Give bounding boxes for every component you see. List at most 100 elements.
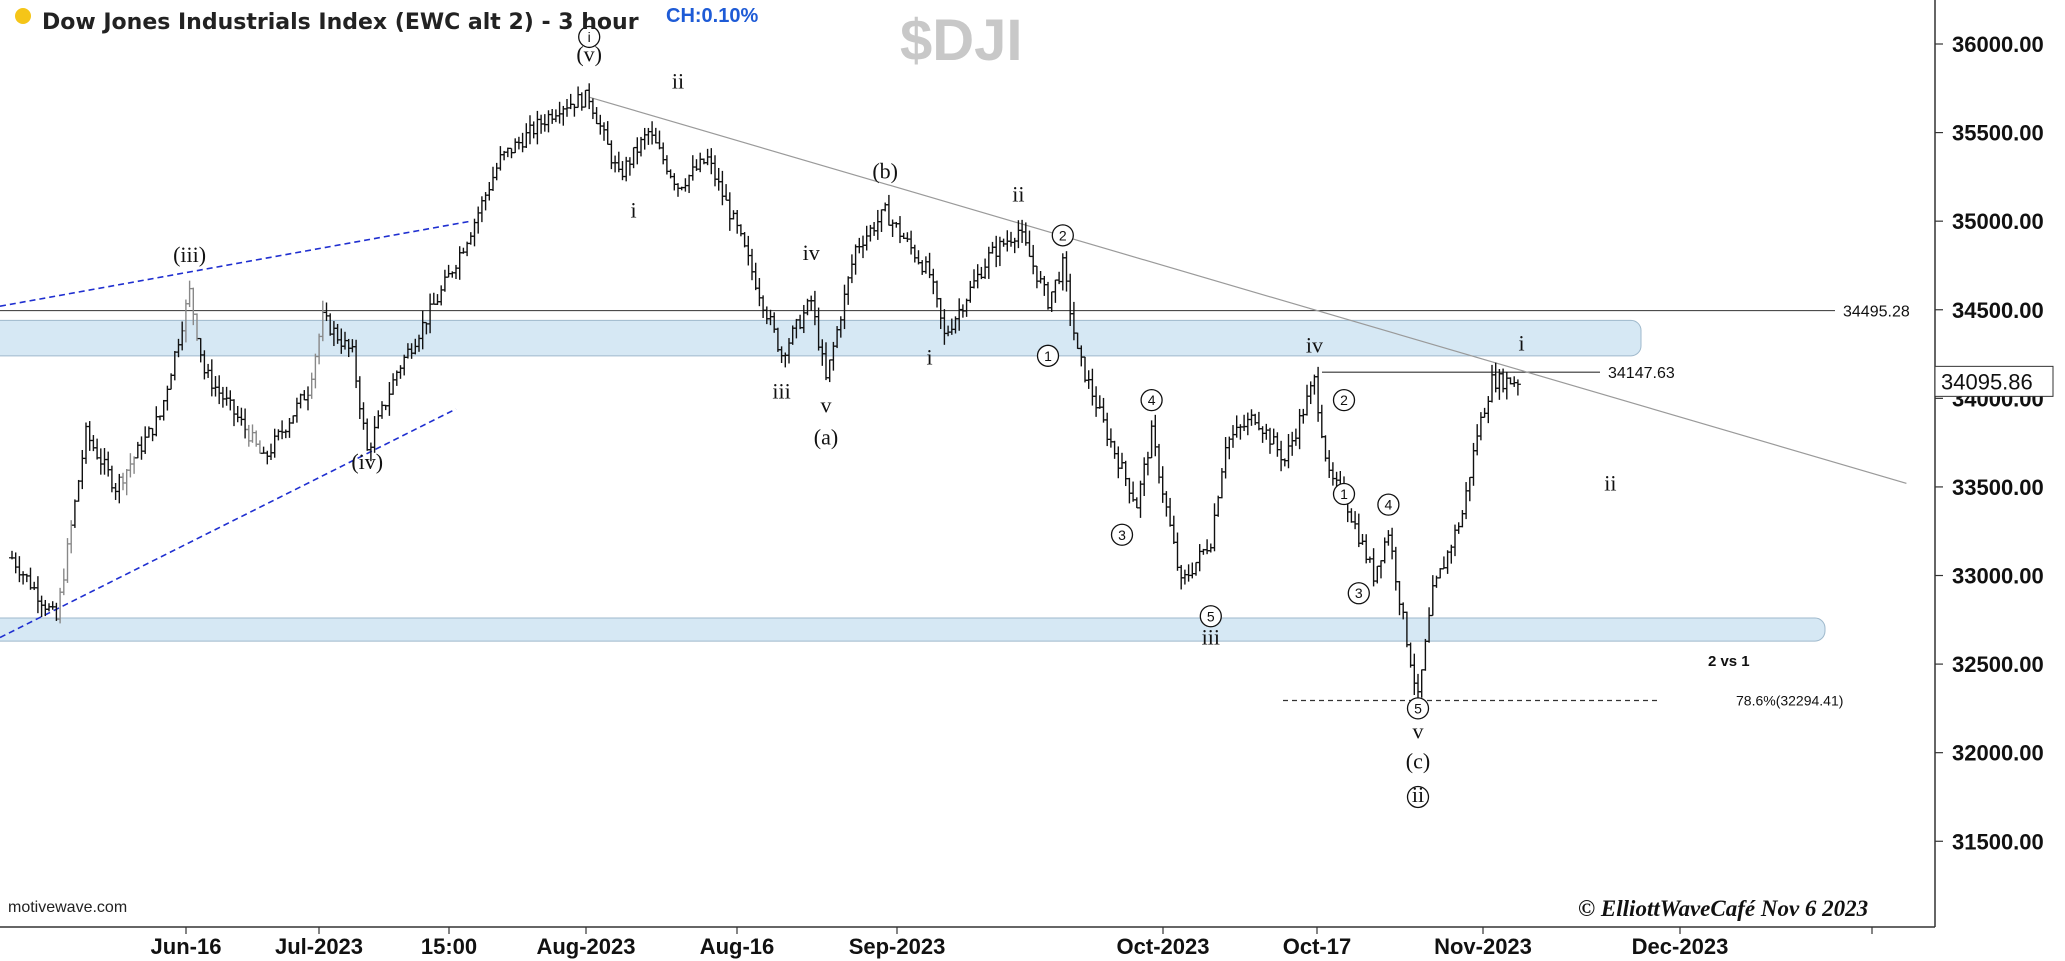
price-bar	[1411, 653, 1418, 696]
price-bar	[612, 155, 619, 173]
circled-wave-label-0: i	[578, 25, 601, 49]
price-bar	[760, 295, 767, 318]
price-bar	[1326, 450, 1333, 478]
price-bar	[1315, 366, 1322, 422]
price-bar	[1115, 446, 1122, 479]
price-bar	[697, 152, 704, 173]
price-bar	[1144, 451, 1151, 476]
price-bar	[1396, 580, 1403, 616]
price-bar	[1185, 564, 1192, 582]
price-bar	[1263, 423, 1270, 440]
price-bar	[652, 127, 659, 144]
price-bar	[571, 103, 578, 117]
price-bar	[1011, 237, 1018, 254]
price-bar	[216, 375, 223, 405]
price-bar	[1296, 408, 1303, 450]
price-bar	[534, 110, 541, 145]
price-bar	[1407, 642, 1414, 668]
price-bar	[1233, 415, 1240, 438]
wave-label-16: i	[1519, 331, 1525, 356]
x-tick-label: Nov-2023	[1434, 934, 1532, 959]
price-bar	[1374, 565, 1381, 584]
price-bar	[549, 108, 556, 124]
price-bar	[1130, 481, 1137, 502]
price-bar	[712, 155, 718, 187]
price-bar	[708, 148, 715, 175]
price-bar	[993, 235, 1000, 268]
price-bars	[9, 83, 1521, 704]
x-tick-label: Jun-16	[151, 934, 222, 959]
price-bar	[523, 123, 530, 148]
price-bar	[1193, 561, 1199, 576]
price-bar	[908, 230, 915, 255]
wave-label-15: (c)	[1406, 749, 1430, 774]
price-bar	[441, 269, 448, 292]
price-bar	[1152, 414, 1159, 457]
price-bar	[1304, 384, 1310, 416]
price-bar	[527, 115, 533, 145]
circled-wave-label-10: 5	[1406, 697, 1430, 720]
price-bar	[1033, 265, 1040, 289]
price-bar	[301, 390, 308, 401]
price-bar	[545, 110, 552, 133]
price-bar	[630, 146, 637, 169]
y-axis[interactable]: 36000.0035500.0035000.0034500.0034000.00…	[1935, 32, 2044, 854]
svg-text:2: 2	[1340, 392, 1348, 408]
lower-zone	[0, 617, 1826, 642]
circled-wave-label-9: 3	[1347, 582, 1370, 605]
svg-text:4: 4	[1385, 497, 1393, 513]
price-bar	[1281, 458, 1288, 467]
price-bar	[60, 568, 67, 596]
wave-label-18: 2 vs 1	[1708, 653, 1750, 670]
price-bar	[749, 248, 755, 281]
y-tick-label: 32000.00	[1952, 741, 2044, 766]
circled-wave-label-1: 2	[1051, 224, 1074, 247]
price-bar	[356, 376, 363, 420]
x-tick-label: Jul-2023	[275, 934, 363, 959]
x-tick-label: Oct-17	[1283, 934, 1351, 959]
price-bar	[123, 469, 130, 496]
price-bar	[1218, 468, 1225, 499]
price-bar	[279, 420, 286, 440]
price-bar	[134, 441, 141, 459]
price-bar	[219, 386, 226, 408]
price-bar	[1452, 524, 1458, 557]
price-bar	[256, 440, 263, 454]
price-bar	[1307, 381, 1314, 405]
price-bar	[282, 429, 289, 439]
svg-text:1: 1	[1340, 486, 1348, 502]
price-bar	[1126, 477, 1133, 504]
wave-label-3: ii	[672, 68, 684, 93]
circled-wave-label-5: 5	[1199, 605, 1222, 628]
price-bar	[1278, 440, 1285, 472]
price-bar	[1222, 437, 1229, 479]
price-bar	[127, 453, 134, 478]
price-bar	[86, 421, 93, 451]
y-tick-label: 33000.00	[1952, 564, 2044, 589]
trendlines	[0, 96, 1907, 639]
price-bar	[682, 178, 689, 192]
price-bar	[671, 173, 678, 191]
svg-text:ii: ii	[1412, 782, 1424, 807]
price-bar	[297, 393, 304, 409]
price-bar	[1437, 568, 1444, 579]
price-bar	[120, 472, 126, 491]
svg-text:i: i	[588, 29, 591, 45]
price-bar	[1196, 544, 1203, 572]
price-bar	[1352, 511, 1359, 530]
x-axis[interactable]: Jun-16 Jul-2023 15:00 Aug-2023 Aug-16 Sep-202…	[151, 927, 1873, 959]
price-bar	[1255, 411, 1262, 431]
price-bar	[138, 436, 145, 460]
price-bar	[486, 182, 493, 201]
wave-label-7: v	[821, 393, 832, 418]
price-bar	[1052, 279, 1059, 303]
circled-wave-label-3: 4	[1140, 388, 1163, 412]
horizontal-levels: 34495.28 34147.63 78.6%(32294.41)	[0, 304, 1910, 709]
price-bar	[490, 166, 496, 191]
price-bar	[519, 132, 526, 153]
price-bar	[1178, 564, 1185, 590]
price-bar	[634, 137, 641, 165]
price-bar	[1259, 426, 1266, 443]
price-bar	[1348, 508, 1355, 523]
